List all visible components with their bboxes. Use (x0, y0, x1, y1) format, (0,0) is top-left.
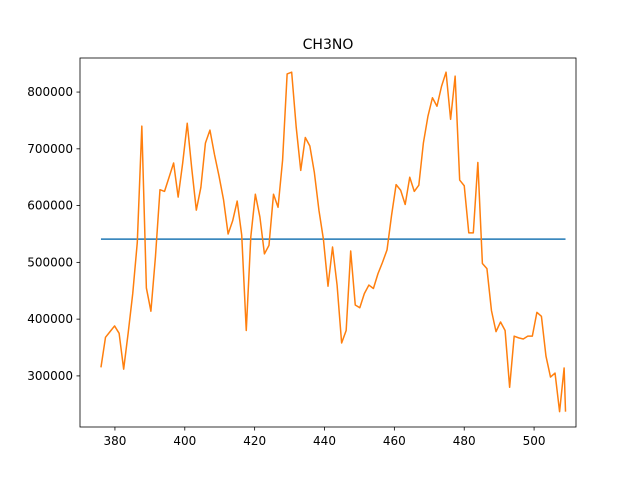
x-tick-label: 380 (103, 434, 126, 448)
series-line-2 (100, 71, 567, 413)
chart-title: CH3NO (303, 37, 354, 53)
x-tick-label: 400 (173, 434, 196, 448)
x-tick-label: 440 (313, 434, 336, 448)
plot-frame (79, 57, 577, 428)
y-tick-label: 400000 (27, 312, 73, 326)
x-tick-label: 500 (523, 434, 546, 448)
y-tick-label: 300000 (27, 369, 73, 383)
axes-layer: 380 400 420 440 460 480 500 300000 400000 500000 6… (27, 57, 577, 448)
x-tick-label: 420 (243, 434, 266, 448)
y-tick-label: 700000 (27, 142, 73, 156)
x-tick-label: 460 (383, 434, 406, 448)
y-tick-label: 600000 (27, 199, 73, 213)
series-layer (100, 71, 567, 413)
y-tick-label: 800000 (27, 85, 73, 99)
x-tick-label: 480 (453, 434, 476, 448)
y-tick-label: 500000 (27, 255, 73, 269)
